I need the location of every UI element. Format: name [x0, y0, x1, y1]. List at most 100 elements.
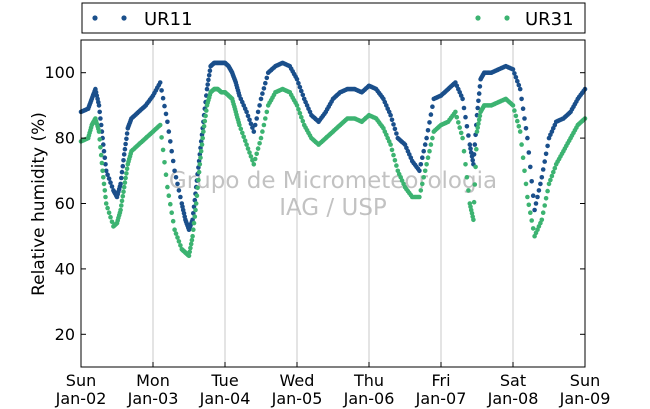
point-ur11-interp — [296, 80, 301, 86]
point-ur11-interp — [124, 131, 130, 136]
point-ur11-interp — [466, 133, 471, 138]
x-tick-label-date: Jan-09 — [559, 389, 611, 408]
point-ur31-interp — [457, 125, 463, 130]
point-ur31-interp — [476, 117, 482, 123]
point-ur11-interp — [98, 116, 103, 121]
point-ur31-interp — [187, 249, 192, 255]
point-ur31-interp — [242, 138, 248, 143]
point-ur31 — [460, 135, 465, 141]
point-ur31-interp — [122, 180, 128, 185]
point-ur11 — [294, 76, 300, 82]
point-ur31-interp — [513, 113, 519, 119]
point-ur31-interp — [108, 214, 113, 220]
point-ur31-interp — [477, 113, 483, 119]
point-ur31 — [121, 184, 127, 190]
point-ur31-interp — [454, 114, 460, 120]
point-ur11-interp — [101, 142, 106, 147]
point-ur31-interp — [119, 203, 124, 208]
point-ur31-interp — [458, 130, 464, 136]
x-tick-label-day: Sun — [66, 371, 96, 390]
point-ur11-interp — [391, 122, 396, 127]
point-ur31 — [417, 194, 422, 200]
point-ur31 — [96, 129, 102, 134]
point-ur31-interp — [296, 107, 301, 112]
point-ur31-interp — [196, 169, 202, 175]
point-ur11-interp — [247, 117, 252, 123]
x-tick-label-date: Jan-05 — [271, 389, 323, 408]
point-ur11 — [258, 96, 264, 102]
x-tick-label-day: Fri — [431, 371, 450, 390]
point-ur31 — [251, 162, 257, 167]
watermark-line-1: Grupo de Micrometeorologia — [169, 168, 497, 194]
point-ur31-interp — [163, 172, 169, 177]
point-ur31 — [197, 162, 203, 167]
point-ur31-interp — [421, 175, 427, 180]
point-ur31-interp — [124, 166, 130, 172]
point-ur31-interp — [119, 198, 125, 204]
point-ur11-interp — [470, 158, 476, 163]
point-ur31-interp — [255, 146, 261, 151]
point-ur11-interp — [106, 176, 112, 181]
point-ur11-interp — [522, 116, 527, 121]
plot-area — [81, 40, 585, 367]
point-ur31-interp — [159, 135, 164, 140]
point-ur31-interp — [394, 163, 399, 168]
point-ur11-interp — [178, 194, 183, 200]
point-ur31 — [453, 109, 458, 115]
legend-label-ur11: UR11 — [144, 9, 193, 30]
point-ur31-interp — [173, 231, 179, 236]
point-ur11-interp — [477, 84, 483, 89]
point-ur11-interp — [392, 126, 398, 132]
point-ur11-interp — [420, 155, 425, 160]
point-ur31-interp — [162, 160, 167, 165]
point-ur11-interp — [471, 152, 477, 157]
point-ur11-interp — [245, 113, 251, 119]
point-ur11-interp — [421, 148, 427, 154]
point-ur11-interp — [160, 95, 166, 101]
point-ur31-interp — [520, 155, 526, 160]
point-ur11-interp — [176, 188, 182, 193]
x-tick-label-date: Jan-03 — [127, 389, 179, 408]
point-ur11-interp — [543, 151, 549, 157]
point-ur31-interp — [473, 164, 478, 170]
point-ur11-interp — [545, 143, 550, 149]
point-ur31 — [103, 201, 109, 206]
point-ur31-interp — [193, 207, 198, 213]
point-ur31-interp — [198, 148, 204, 154]
point-ur11-interp — [475, 105, 481, 111]
point-ur31-interp — [300, 118, 306, 124]
point-ur31-interp — [516, 124, 522, 129]
point-ur31-interp — [299, 114, 304, 120]
point-ur11-interp — [119, 169, 125, 175]
point-ur11-interp — [108, 180, 113, 185]
point-ur31 — [244, 142, 249, 147]
legend-marker-ur31-b — [504, 15, 510, 21]
point-ur11-interp — [512, 71, 517, 76]
point-ur31-interp — [523, 181, 529, 187]
point-ur31-interp — [97, 137, 102, 142]
point-ur31 — [118, 207, 123, 213]
point-ur11-interp — [513, 75, 519, 80]
point-ur31-interp — [123, 175, 128, 181]
point-ur31-interp — [549, 173, 555, 179]
point-ur11 — [172, 168, 177, 174]
point-ur11-interp — [206, 73, 212, 78]
point-ur31-interp — [551, 169, 556, 175]
point-ur11 — [204, 86, 210, 92]
point-ur11-interp — [299, 88, 304, 94]
point-ur11-interp — [526, 150, 532, 155]
point-ur31-interp — [260, 129, 265, 134]
point-ur31-interp — [189, 237, 195, 243]
point-ur11-interp — [248, 121, 254, 126]
point-ur11-interp — [102, 155, 108, 160]
point-ur11-interp — [468, 146, 473, 151]
point-ur31-interp — [264, 109, 270, 115]
point-ur31-interp — [198, 155, 203, 160]
point-ur31 — [517, 129, 523, 134]
axis-ticks: SunJan-02MonJan-03TueJan-04WedJan-05ThuJ… — [44, 40, 610, 408]
point-ur11-interp — [121, 158, 126, 163]
point-ur11-interp — [540, 167, 546, 172]
point-ur11-interp — [389, 117, 395, 123]
point-ur11-interp — [207, 68, 213, 73]
point-ur31-interp — [124, 171, 129, 176]
